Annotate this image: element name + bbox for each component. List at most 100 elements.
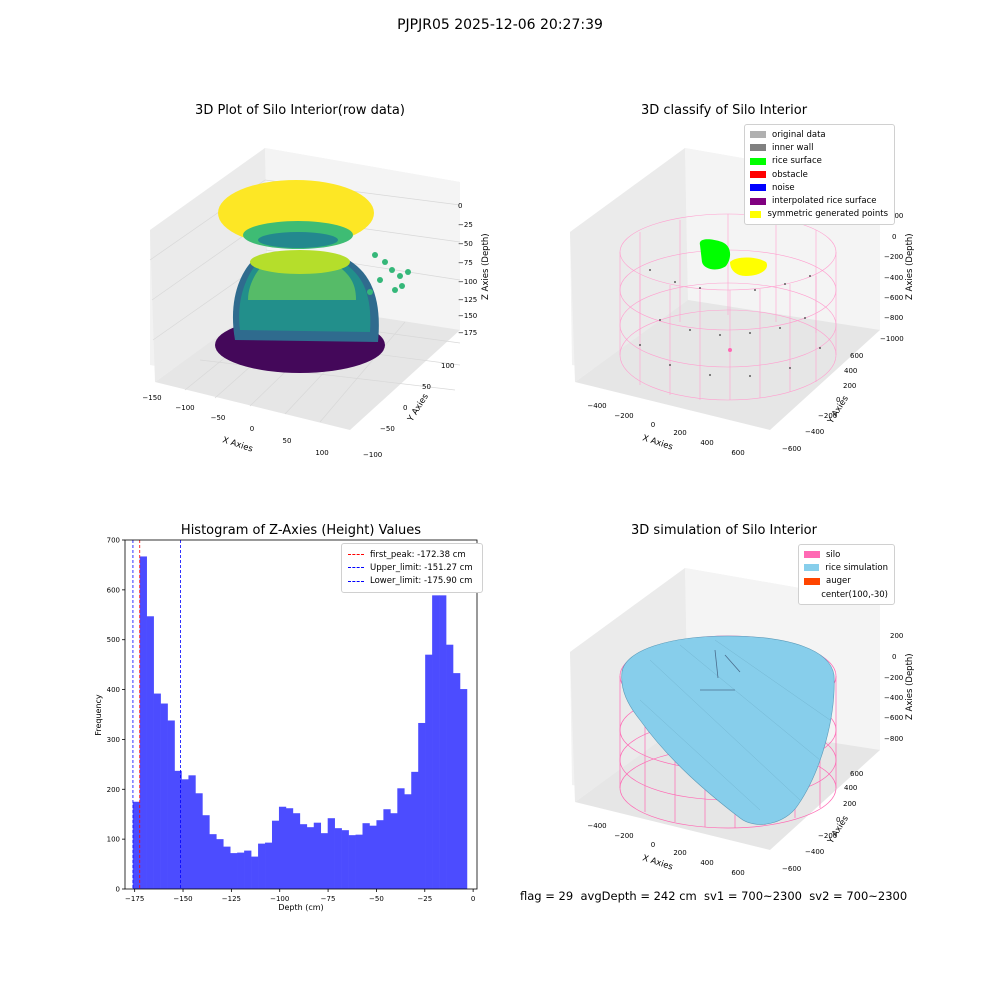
histogram-bar	[251, 856, 259, 889]
figure-suptitle: PJPJR05 2025-12-06 20:27:39	[397, 17, 603, 33]
histogram-xtick-label: −75	[321, 895, 336, 903]
classify-ytick: 0	[836, 396, 840, 404]
sim-xtick: 0	[651, 841, 655, 849]
histogram-bar	[299, 824, 308, 889]
raw-ytick: 50	[422, 383, 431, 391]
classify-ytick: 600	[850, 352, 863, 360]
status-footer: flag = 29 avgDepth = 242 cm sv1 = 700~23…	[520, 889, 908, 903]
histogram-bar	[258, 843, 266, 889]
sim-ytick: −600	[782, 865, 801, 873]
sim-xtick: 400	[700, 859, 713, 867]
histogram-legend-label: Lower_limit: -175.90 cm	[370, 576, 473, 587]
histogram-bar	[327, 818, 335, 889]
classify-legend: original data inner wall rice surface ob…	[744, 124, 895, 226]
raw-ytick: −50	[380, 425, 395, 433]
classify-ytick: 400	[844, 367, 857, 375]
histogram-ytick-label: 300	[107, 736, 120, 744]
histogram-xtick-label: −175	[125, 895, 144, 903]
histogram-bar	[181, 779, 189, 889]
sim-ytick: 0	[836, 816, 840, 824]
legend-line-swatch	[348, 554, 364, 556]
legend-entry: rice simulation	[804, 561, 888, 574]
classify-ztick: 0	[892, 233, 896, 241]
sim-ztick: −600	[884, 714, 903, 722]
raw-ztick: −100	[458, 278, 477, 286]
histogram-bar	[292, 813, 301, 889]
histogram-bar	[376, 820, 384, 889]
classify-symmetric-points	[730, 257, 768, 276]
histogram-bar	[230, 853, 238, 889]
sim-xtick: 600	[731, 869, 744, 877]
sim-auger	[700, 649, 741, 691]
histogram-bar	[188, 775, 196, 889]
histogram-bar	[383, 809, 391, 889]
histogram-bar	[306, 827, 315, 889]
sim-ytick: −400	[805, 848, 824, 856]
raw-axis-ticks: −150 −100 −50 0 50 100 −100 −50 0 50 100…	[142, 202, 477, 459]
raw-ztick: −175	[458, 329, 477, 337]
histogram-bar	[195, 793, 203, 889]
classify-ztick: −600	[884, 294, 903, 302]
legend-entry: silo	[804, 548, 888, 561]
raw-ytick: 0	[403, 404, 407, 412]
sim-ytick: 200	[843, 800, 856, 808]
histogram-bar	[285, 808, 294, 889]
sim-xtick: −200	[614, 832, 633, 840]
histogram-bar	[446, 644, 454, 889]
sim-ztick: −800	[884, 735, 903, 743]
histogram-bar	[153, 693, 161, 889]
histogram-chart: −175 −150 −125 −100 −75 −50 −25 0 0 100 200 300 400…	[94, 537, 478, 912]
histogram-bar	[355, 834, 363, 889]
histogram-bar	[320, 833, 328, 889]
classify-xlabel: X Axies	[641, 433, 674, 452]
raw-xtick: 0	[250, 425, 254, 433]
histogram-bar	[362, 823, 370, 889]
legend-entry: symmetric generated points	[750, 208, 888, 221]
histogram-xtick-label: −25	[417, 895, 432, 903]
legend-entry: center(100,-30)	[821, 589, 888, 600]
histogram-bar	[146, 616, 154, 889]
raw-ztick: −50	[458, 240, 473, 248]
classify-ytick: −400	[805, 428, 824, 436]
classify-xtick: 400	[700, 439, 713, 447]
histogram-bar	[216, 839, 224, 889]
histogram-bar	[202, 815, 210, 889]
histogram-yticks: 0 100 200 300 400 500 600 700	[107, 537, 125, 894]
histogram-xtick-label: −150	[173, 895, 192, 903]
classify-ztick: −400	[884, 274, 903, 282]
raw-xtick: −50	[211, 414, 226, 422]
legend-entry: auger	[804, 575, 888, 588]
histogram-bar	[348, 835, 356, 889]
raw-plot-title: 3D Plot of Silo Interior(row data)	[195, 103, 405, 118]
histogram-legend-entry: Upper_limit: -151.27 cm	[348, 561, 476, 574]
classify-xtick: 600	[731, 449, 744, 457]
sim-xtick: −400	[587, 822, 606, 830]
raw-ytick: 100	[441, 362, 454, 370]
histogram-ytick-label: 600	[107, 586, 120, 594]
histogram-xlabel: Depth (cm)	[278, 903, 323, 912]
histogram-bar	[369, 825, 377, 889]
histogram-bar	[167, 720, 175, 889]
histogram-title: Histogram of Z-Axies (Height) Values	[180, 523, 422, 538]
legend-line-swatch	[348, 567, 364, 569]
classify-ztick: −800	[884, 314, 903, 322]
histogram-bar	[174, 770, 182, 889]
classify-zlabel: Z Axies (Depth)	[905, 233, 915, 300]
legend-entry: noise	[750, 181, 888, 194]
raw-ztick: −75	[458, 259, 473, 267]
histogram-bar	[160, 703, 168, 889]
raw-ztick: −25	[458, 221, 473, 229]
histogram-xtick-label: −50	[369, 895, 384, 903]
sim-xtick: 200	[673, 849, 686, 857]
classify-ytick: −200	[818, 412, 837, 420]
sim-ztick: 200	[890, 632, 903, 640]
histogram-bar	[425, 654, 433, 889]
histogram-legend-entry: Lower_limit: -175.90 cm	[348, 575, 476, 588]
legend-line-swatch	[348, 580, 364, 582]
raw-ylabel: Y Axies	[406, 392, 432, 425]
histogram-bar	[411, 771, 419, 889]
histogram-legend-entry: first_peak: -172.38 cm	[348, 548, 476, 561]
classify-ytick: 200	[843, 382, 856, 390]
raw-zlabel: Z Axies (Depth)	[481, 233, 491, 300]
raw-ytick: −100	[363, 451, 382, 459]
